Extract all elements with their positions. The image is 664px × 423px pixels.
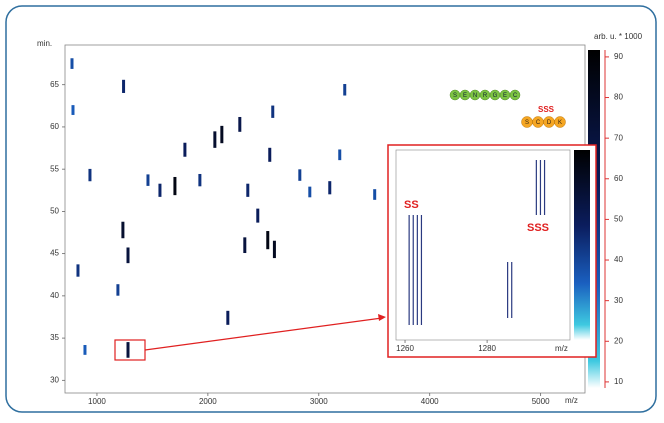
inset-x-tick-label: 1280: [478, 344, 496, 353]
spot: [116, 284, 119, 296]
inset-plot-area: [396, 150, 570, 340]
spot: [373, 189, 376, 200]
colorbar-tick-label: 30: [614, 296, 623, 305]
bead-note: SSS: [538, 105, 555, 114]
bead-letter: C: [536, 120, 541, 126]
spot: [183, 143, 186, 157]
x-tick-label: 5000: [532, 397, 550, 406]
inset-colorbar: [574, 150, 590, 340]
colorbar-tick-label: 50: [614, 215, 623, 224]
spot: [83, 345, 86, 355]
spot: [173, 177, 176, 195]
inset-x-tick-label: 1260: [396, 344, 414, 353]
bead-letter: C: [513, 93, 518, 99]
spot: [121, 222, 124, 239]
spot: [70, 58, 73, 69]
colorbar-tick-label: 60: [614, 174, 623, 183]
bead-letter: D: [547, 120, 552, 126]
bead-letter: R: [483, 93, 488, 99]
y-tick-label: 45: [50, 249, 59, 258]
spot: [122, 80, 125, 93]
bead-letter: E: [503, 93, 507, 99]
x-tick-label: 2000: [199, 397, 217, 406]
y-tick-label: 35: [50, 333, 59, 342]
bead-letter: S: [525, 120, 529, 126]
x-tick-label: 4000: [421, 397, 439, 406]
bead-letter: G: [493, 93, 498, 99]
spot: [158, 184, 161, 197]
colorbar-tick-label: 40: [614, 255, 623, 264]
spot: [298, 169, 301, 181]
spot: [226, 311, 229, 325]
spot: [88, 169, 91, 181]
y-tick-label: 65: [50, 80, 59, 89]
spot: [127, 247, 130, 263]
colorbar-tick-label: 70: [614, 133, 623, 142]
annotation: SSS: [527, 222, 549, 234]
colorbar-tick-label: 20: [614, 336, 623, 345]
spot: [198, 174, 201, 186]
inset-x-label: m/z: [555, 344, 568, 353]
spot: [146, 174, 149, 186]
spot: [343, 84, 346, 96]
y-tick-label: 55: [50, 164, 59, 173]
bead-letter: S: [453, 93, 457, 99]
colorbar-label: arb. u. * 1000: [594, 32, 643, 41]
spot: [328, 181, 331, 194]
spot: [243, 237, 246, 253]
colorbar-tick-label: 90: [614, 52, 623, 61]
annotation: SS: [404, 199, 419, 211]
spot: [273, 241, 276, 258]
x-axis-label: m/z: [565, 396, 578, 405]
x-tick-label: 3000: [310, 397, 328, 406]
spot: [76, 264, 79, 276]
figure: min. m/z m/z arb. u. * 1000 m/z SS SSS S…: [0, 0, 664, 418]
y-tick-label: 50: [50, 207, 59, 216]
bead-letter: E: [463, 93, 467, 99]
y-tick-label: 60: [50, 122, 59, 131]
y-tick-label: 30: [50, 375, 59, 384]
spot: [308, 187, 311, 198]
spot: [338, 149, 341, 160]
spot: [238, 117, 241, 132]
spot: [268, 148, 271, 162]
spot: [271, 106, 274, 118]
y-tick-label: 40: [50, 291, 59, 300]
spot: [256, 209, 259, 223]
spot: [220, 126, 223, 143]
bead-letter: K: [558, 120, 562, 126]
spot: [246, 184, 249, 197]
spot: [266, 231, 269, 249]
colorbar-tick-label: 10: [614, 377, 623, 386]
spot: [71, 105, 74, 115]
bead-letter: N: [473, 93, 477, 99]
y-axis-label: min.: [37, 39, 52, 48]
x-tick-label: 1000: [88, 397, 106, 406]
colorbar-tick-label: 80: [614, 93, 623, 102]
spot: [213, 131, 216, 148]
spot: [127, 342, 130, 358]
